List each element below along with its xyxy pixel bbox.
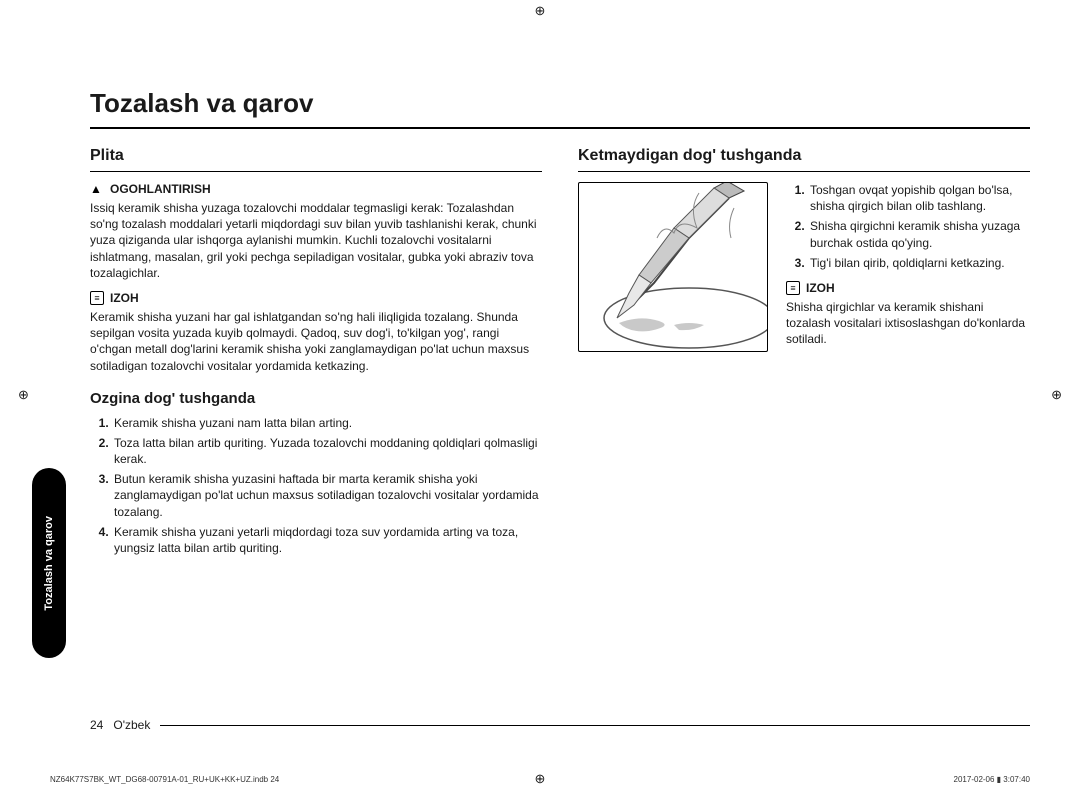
list-item: Toza latta bilan artib quriting. Yuzada … (112, 435, 542, 467)
warning-tag: OGOHLANTIRISH (90, 182, 542, 196)
list-item: Shisha qirgichni keramik shisha yuzaga b… (808, 218, 1030, 250)
ozgina-steps: Keramik shisha yuzani nam latta bilan ar… (90, 415, 542, 557)
section-tab: Tozalash va qarov (32, 468, 66, 658)
list-item: Keramik shisha yuzani yetarli miqdordagi… (112, 524, 542, 556)
page-footer: 24 O'zbek (90, 718, 1030, 732)
note-label-right: IZOH (806, 281, 835, 295)
page-lang: O'zbek (113, 718, 150, 732)
ket-steps: Toshgan ovqat yopishib qolgan bo'lsa, sh… (786, 182, 1030, 271)
heading-ketmaydigan: Ketmaydigan dog' tushganda (578, 147, 1030, 172)
warning-text: Issiq keramik shisha yuzaga tozalovchi m… (90, 200, 542, 281)
right-column: Ketmaydigan dog' tushganda (578, 147, 1030, 560)
page-number: 24 (90, 718, 103, 732)
note-text-left: Keramik shisha yuzani har gal ishlatgand… (90, 309, 542, 374)
list-item: Toshgan ovqat yopishib qolgan bo'lsa, sh… (808, 182, 1030, 214)
note-label-left: IZOH (110, 291, 139, 305)
note-text-right: Shisha qirgichlar va keramik shishani to… (786, 299, 1030, 348)
note-icon: ≡ (786, 281, 800, 295)
list-item: Keramik shisha yuzani nam latta bilan ar… (112, 415, 542, 431)
list-item: Butun keramik shisha yuzasini haftada bi… (112, 471, 542, 520)
list-item: Tig'i bilan qirib, qoldiqlarni ketkazing… (808, 255, 1030, 271)
scraper-illustration (578, 182, 768, 352)
crop-mark-top: ⊕ (535, 3, 546, 19)
footer-rule (160, 725, 1030, 726)
print-meta: NZ64K77S7BK_WT_DG68-00791A-01_RU+UK+KK+U… (50, 775, 1030, 784)
print-stamp: 2017-02-06 ▮ 3:07:40 (954, 775, 1030, 784)
note-icon: ≡ (90, 291, 104, 305)
crop-mark-left: ⊕ (18, 387, 29, 403)
note-tag-left: ≡ IZOH (90, 291, 542, 305)
warning-label: OGOHLANTIRISH (110, 182, 211, 196)
section-tab-label: Tozalash va qarov (43, 516, 55, 611)
heading-plita: Plita (90, 147, 542, 172)
crop-mark-right: ⊕ (1051, 387, 1062, 403)
page-title: Tozalash va qarov (90, 88, 1030, 129)
print-file: NZ64K77S7BK_WT_DG68-00791A-01_RU+UK+KK+U… (50, 775, 279, 784)
ket-steps-wrap: Toshgan ovqat yopishib qolgan bo'lsa, sh… (786, 182, 1030, 352)
warning-icon (90, 182, 104, 196)
note-tag-right: ≡ IZOH (786, 281, 1030, 295)
left-column: Plita OGOHLANTIRISH Issiq keramik shisha… (90, 147, 542, 560)
heading-ozgina: Ozgina dog' tushganda (90, 390, 542, 407)
